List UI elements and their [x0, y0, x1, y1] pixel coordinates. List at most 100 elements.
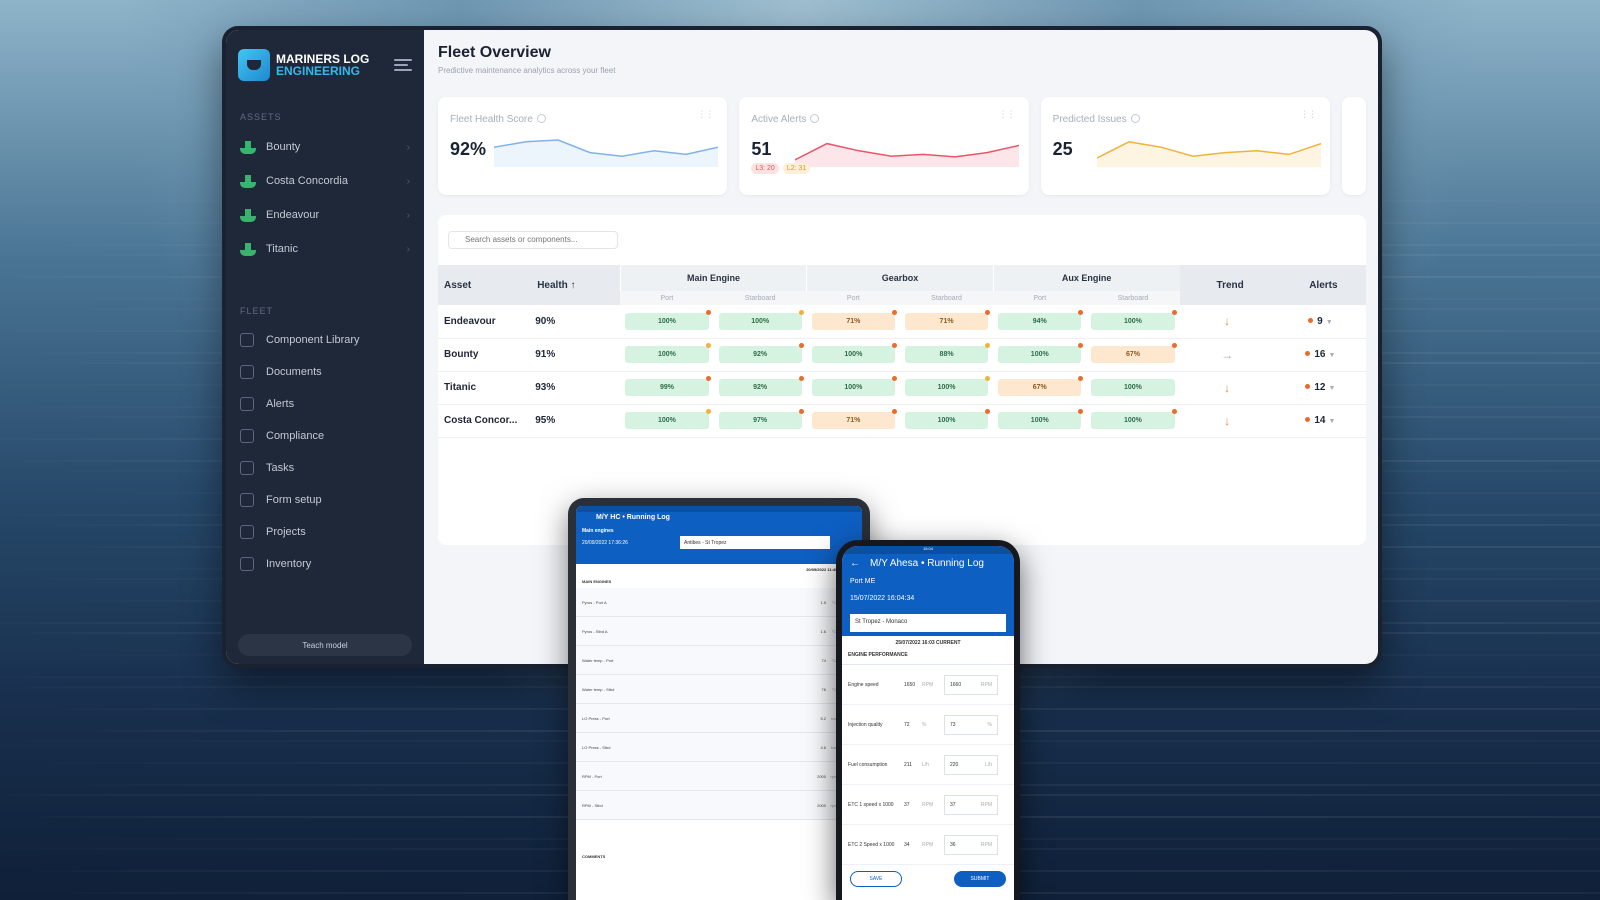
- sidebar-fleet-item[interactable]: Tasks: [226, 452, 424, 484]
- component-health-pill[interactable]: 67%: [998, 376, 1084, 396]
- col-asset-header[interactable]: Asset: [438, 265, 532, 305]
- kpi-value: 92%: [450, 139, 487, 159]
- component-health-pill[interactable]: 100%: [1091, 379, 1175, 396]
- sparkline-line: [494, 139, 718, 157]
- component-health-pill[interactable]: 92%: [718, 376, 804, 396]
- asset-cell[interactable]: Costa Concor...: [438, 404, 532, 438]
- table-row[interactable]: Titanic 93% 99% 92% 100% 100% 67% 100% ↓ 12 ▼: [438, 371, 1366, 405]
- component-health-pill[interactable]: 99%: [625, 376, 711, 396]
- component-health-pill[interactable]: 100%: [625, 343, 711, 363]
- drag-handle-icon[interactable]: ⋮⋮: [1299, 109, 1317, 119]
- pill-value: 100%: [937, 384, 956, 391]
- tablet-header: Main engines 20/09/2022 17:36:26 Antibes…: [576, 524, 862, 564]
- sidebar-item-label: Projects: [266, 526, 306, 538]
- asset-cell[interactable]: Titanic: [438, 371, 532, 405]
- log-input[interactable]: 37 RPM: [944, 794, 998, 815]
- kpi-label: Fleet Health Score: [450, 114, 533, 125]
- table-row[interactable]: Bounty 91% 100% 92% 100% 88% 100% 67% → 16 ▼: [438, 338, 1366, 372]
- chevron-right-icon: ›: [406, 209, 410, 221]
- status-dot: [985, 409, 991, 414]
- col-health-header[interactable]: Health ↑: [531, 265, 621, 305]
- phone-header: Port ME 15/07/2022 16:04:34 St Tropez - …: [842, 574, 1014, 636]
- component-health-pill[interactable]: 100%: [625, 409, 711, 429]
- component-health-pill[interactable]: 71%: [904, 309, 991, 330]
- component-health-pill[interactable]: 92%: [718, 343, 804, 363]
- pill-value: 100%: [1124, 417, 1142, 424]
- phone-route-field[interactable]: St Tropez - Monaco: [850, 614, 1006, 632]
- sidebar-item-label: Inventory: [266, 558, 312, 570]
- component-health-pill[interactable]: 97%: [718, 409, 804, 429]
- component-health-pill[interactable]: 71%: [811, 309, 897, 330]
- drag-handle-icon[interactable]: ⋮⋮: [998, 109, 1016, 119]
- submit-button[interactable]: SUBMIT: [954, 871, 1006, 887]
- sidebar-fleet-item[interactable]: Projects: [226, 516, 424, 548]
- sidebar-fleet-item[interactable]: Alerts: [226, 388, 424, 420]
- component-health-pill[interactable]: 100%: [998, 409, 1084, 429]
- log-unit: %: [922, 721, 927, 728]
- info-icon[interactable]: [810, 114, 820, 123]
- sidebar-asset-item[interactable]: Bounty ›: [226, 130, 424, 164]
- phone-current-label: 25/07/2022 16:03 CURRENT: [895, 640, 961, 646]
- component-health-pill[interactable]: 100%: [1091, 409, 1177, 429]
- tablet-log-row: RPM - Stbd2000rpm2000: [576, 791, 862, 820]
- component-health-pill[interactable]: 100%: [718, 309, 804, 330]
- info-icon[interactable]: [536, 114, 546, 123]
- sidebar-fleet-item[interactable]: Form setup: [226, 484, 424, 516]
- hamburger-menu-icon[interactable]: [394, 59, 412, 71]
- sidebar-fleet-item[interactable]: Inventory: [226, 548, 424, 580]
- alerts-cell[interactable]: 14 ▼: [1274, 404, 1366, 438]
- asset-cell[interactable]: Endeavour: [438, 305, 532, 339]
- log-input[interactable]: 73%: [944, 714, 998, 735]
- table-row[interactable]: Costa Concor... 95% 100% 97% 71% 100% 100% 100%…: [438, 404, 1366, 438]
- tablet-route-field[interactable]: Antibes - St Tropez: [680, 536, 830, 549]
- info-icon[interactable]: [1130, 114, 1140, 123]
- sidebar-asset-item[interactable]: Endeavour ›: [226, 198, 424, 232]
- drag-handle-icon[interactable]: ⋮⋮: [697, 109, 714, 119]
- log-unit: rpm: [830, 802, 838, 808]
- alerts-cell[interactable]: 16 ▼: [1274, 338, 1366, 372]
- chevron-down-icon[interactable]: ▼: [1328, 418, 1336, 425]
- log-unit: L/h: [922, 761, 929, 768]
- phone-date: 15/07/2022 16:04:34: [850, 595, 915, 602]
- chevron-down-icon[interactable]: ▼: [1328, 352, 1336, 359]
- tablet-group-label: MAIN ENGINES: [582, 579, 612, 584]
- component-health-pill[interactable]: 100%: [1091, 309, 1177, 330]
- chevron-down-icon[interactable]: ▼: [1325, 318, 1333, 326]
- sidebar-fleet-item[interactable]: Documents: [226, 356, 424, 388]
- phone-device: 15:04 ← M/Y Ahesa • Running Log Port ME 1…: [836, 540, 1020, 900]
- sidebar-fleet-item[interactable]: Component Library: [226, 324, 424, 356]
- component-health-pill[interactable]: 100%: [811, 376, 897, 396]
- asset-cell[interactable]: Bounty: [438, 338, 532, 372]
- pill-value: 71%: [846, 417, 861, 424]
- health-cell: 95%: [531, 404, 621, 438]
- component-health-pill[interactable]: 94%: [998, 309, 1084, 330]
- sidebar-asset-item[interactable]: Titanic ›: [226, 232, 424, 266]
- sidebar-fleet-item[interactable]: Compliance: [226, 420, 424, 452]
- teach-model-button[interactable]: Teach model: [238, 634, 412, 656]
- status-dot: [705, 309, 711, 315]
- sidebar-asset-item[interactable]: Costa Concordia ›: [226, 164, 424, 198]
- search-input[interactable]: [448, 230, 618, 249]
- alerts-cell[interactable]: 9 ▼: [1274, 305, 1366, 339]
- component-health-pill[interactable]: 88%: [904, 343, 991, 363]
- component-health-pill[interactable]: 71%: [811, 409, 897, 429]
- component-health-pill[interactable]: 100%: [998, 343, 1084, 363]
- log-input[interactable]: 36 RPM: [944, 834, 998, 855]
- component-health-pill[interactable]: 100%: [904, 409, 991, 429]
- status-dot: [985, 309, 991, 315]
- chevron-down-icon[interactable]: ▼: [1328, 385, 1336, 392]
- log-label: LO Press - Stbd: [582, 744, 611, 750]
- component-health-pill[interactable]: 100%: [625, 309, 711, 330]
- log-input-value: 73: [950, 721, 956, 728]
- component-health-pill[interactable]: 100%: [904, 376, 991, 396]
- alerts-cell[interactable]: 12 ▼: [1274, 371, 1366, 405]
- component-health-pill[interactable]: 67%: [1091, 343, 1177, 363]
- status-dot: [1078, 376, 1084, 381]
- log-previous: 37: [904, 801, 910, 808]
- component-health-pill[interactable]: 100%: [811, 343, 897, 363]
- log-input[interactable]: 220 L/h: [944, 754, 998, 775]
- back-arrow-icon[interactable]: ←: [850, 558, 860, 569]
- table-row[interactable]: Endeavour 90% 100% 100% 71% 71% 94% 100% ↓ 9 ▼: [438, 305, 1366, 339]
- log-input[interactable]: 1660 RPM: [944, 674, 998, 695]
- save-button[interactable]: SAVE: [850, 871, 902, 887]
